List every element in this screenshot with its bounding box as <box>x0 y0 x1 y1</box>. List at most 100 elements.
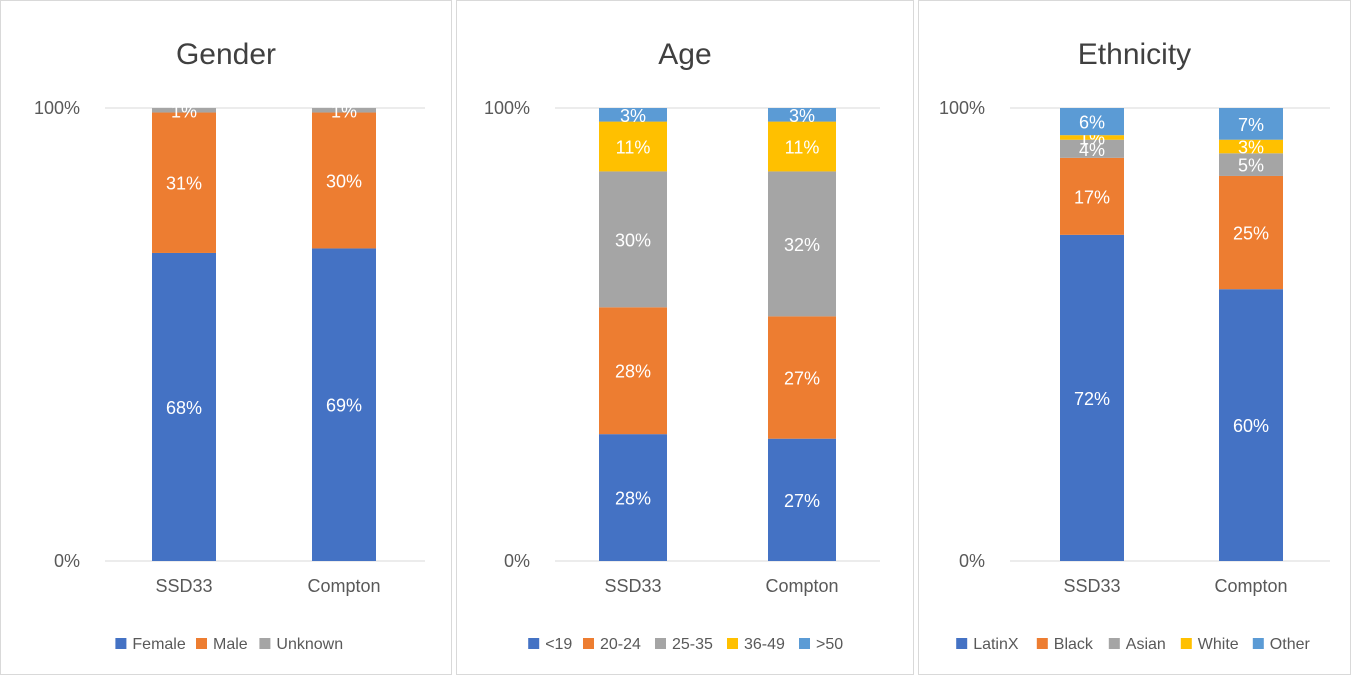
data-label: 3% <box>620 106 646 126</box>
legend-label: White <box>1198 636 1239 653</box>
legend-swatch <box>1036 638 1048 649</box>
legend-item: Unknown <box>259 636 343 653</box>
y-tick-label: 0% <box>54 551 80 571</box>
data-label: 32% <box>784 235 820 255</box>
y-tick-label: 0% <box>504 551 530 571</box>
legend-swatch <box>115 638 127 649</box>
legend-label: Asian <box>1126 636 1166 653</box>
bar-segment-19 <box>768 438 836 561</box>
legend-item: Male <box>196 636 248 653</box>
data-label: 28% <box>615 489 651 509</box>
data-label: 1% <box>331 101 357 121</box>
bar-segment-2024 <box>768 316 836 439</box>
bar-segment-unknown <box>152 108 216 113</box>
bar-segment-2535 <box>599 171 667 308</box>
legend-label: Unknown <box>276 636 343 653</box>
legend-item: <19 <box>528 636 572 653</box>
bar-segment-male <box>312 112 376 249</box>
y-tick-label: 100% <box>939 98 985 118</box>
panel-frame <box>0 0 452 675</box>
data-label: 68% <box>166 398 202 418</box>
bar-segment-black <box>1060 157 1124 235</box>
bar-segment-white <box>1060 135 1124 140</box>
panel-frame <box>456 0 914 675</box>
category-label: SSD33 <box>155 576 212 596</box>
data-label: 30% <box>615 230 651 250</box>
data-label: 5% <box>1238 156 1264 176</box>
bar-segment-19 <box>599 434 667 561</box>
chart-title: Gender <box>176 38 276 71</box>
category-label: Compton <box>307 576 380 596</box>
data-label: 72% <box>1074 389 1110 409</box>
legend-label: >50 <box>816 636 843 653</box>
data-label: 3% <box>789 106 815 126</box>
chart-panel-0: Gender 0% 100% 68% 31% 1% SSD33 69% 30% 1% Compton… <box>0 0 452 675</box>
data-label: 4% <box>1079 140 1105 160</box>
category-label: Compton <box>765 576 838 596</box>
chart-panel-2: Ethnicity0%100%72%17%4%1%6%SSD3360%25%5%… <box>918 0 1351 675</box>
bar-segment-unknown <box>312 108 376 113</box>
bar-segment-female <box>152 252 216 561</box>
data-label: 69% <box>326 396 362 416</box>
legend-label: Male <box>213 636 248 653</box>
data-label: 30% <box>326 171 362 191</box>
legend-item: Other <box>1252 636 1310 653</box>
legend-swatch <box>956 638 968 649</box>
legend-label: Female <box>132 636 185 653</box>
bar-segment-black <box>1219 175 1283 290</box>
bar-segment-female <box>312 248 376 561</box>
data-label: 60% <box>1233 416 1269 436</box>
data-label: 17% <box>1074 187 1110 207</box>
bar-segment-3649 <box>768 121 836 172</box>
legend-label: 20-24 <box>600 636 641 653</box>
legend-label: LatinX <box>973 636 1019 653</box>
chart-title: Age <box>658 38 711 71</box>
legend-item: LatinX <box>956 636 1019 653</box>
bar-segment-50 <box>599 108 667 122</box>
bar-segment-2535 <box>768 171 836 317</box>
data-label: 25% <box>1233 224 1269 244</box>
data-label: 11% <box>616 138 651 158</box>
category-label: Compton <box>1214 576 1287 596</box>
legend-swatch <box>196 638 207 649</box>
legend-item: Black <box>1036 636 1094 653</box>
legend-swatch <box>727 638 738 649</box>
legend-item: Female <box>115 636 186 653</box>
chart-panel-1: Age 0% 100% 28% 28% 30% 11% 3% SSD33 27% 27% 32% 11%… <box>456 0 914 675</box>
legend-swatch <box>1180 638 1192 649</box>
data-label: 27% <box>784 369 820 389</box>
y-tick-label: 0% <box>959 551 985 571</box>
data-label: 31% <box>166 174 202 194</box>
bar-segment-3649 <box>599 121 667 172</box>
legend-item: >50 <box>799 636 843 653</box>
legend-label: Black <box>1054 636 1094 653</box>
y-tick-label: 100% <box>34 98 80 118</box>
legend-item: 20-24 <box>583 636 641 653</box>
bar-segment-latinx <box>1060 234 1124 561</box>
bar-segment-male <box>152 112 216 253</box>
category-label: SSD33 <box>604 576 661 596</box>
legend-swatch <box>259 638 271 649</box>
data-label: 11% <box>785 138 820 158</box>
bar-segment-50 <box>768 108 836 122</box>
bar-segment-asian <box>1219 153 1283 176</box>
chart-title: Ethnicity <box>1078 38 1191 71</box>
data-label: 6% <box>1079 113 1105 133</box>
category-label: SSD33 <box>1063 576 1120 596</box>
bar-segment-white <box>1219 139 1283 154</box>
legend-swatch <box>1252 638 1264 649</box>
legend-swatch <box>1108 638 1120 649</box>
data-label: 7% <box>1238 115 1264 135</box>
bar-segment-2024 <box>599 307 667 435</box>
bar-segment-other <box>1060 108 1124 136</box>
legend-label: 36-49 <box>744 636 785 653</box>
legend-item: Asian <box>1108 636 1166 653</box>
data-label: 27% <box>784 491 820 511</box>
legend-item: 36-49 <box>727 636 785 653</box>
data-label: 1% <box>171 101 197 121</box>
legend-swatch <box>799 638 810 649</box>
bar-segment-other <box>1219 108 1283 140</box>
legend-swatch <box>583 638 594 649</box>
bar-segment-latinx <box>1219 289 1283 561</box>
